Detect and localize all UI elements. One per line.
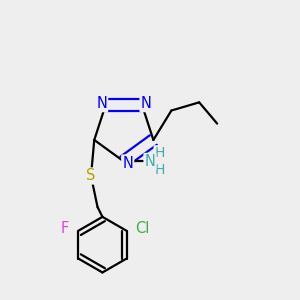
Text: S: S <box>86 169 96 184</box>
Text: N: N <box>122 156 133 171</box>
Text: H: H <box>154 146 165 160</box>
Text: F: F <box>61 220 69 236</box>
Text: N: N <box>141 96 152 111</box>
Text: Cl: Cl <box>135 220 149 236</box>
Text: N: N <box>96 96 107 111</box>
Text: H: H <box>154 163 165 177</box>
Text: N: N <box>145 154 155 169</box>
